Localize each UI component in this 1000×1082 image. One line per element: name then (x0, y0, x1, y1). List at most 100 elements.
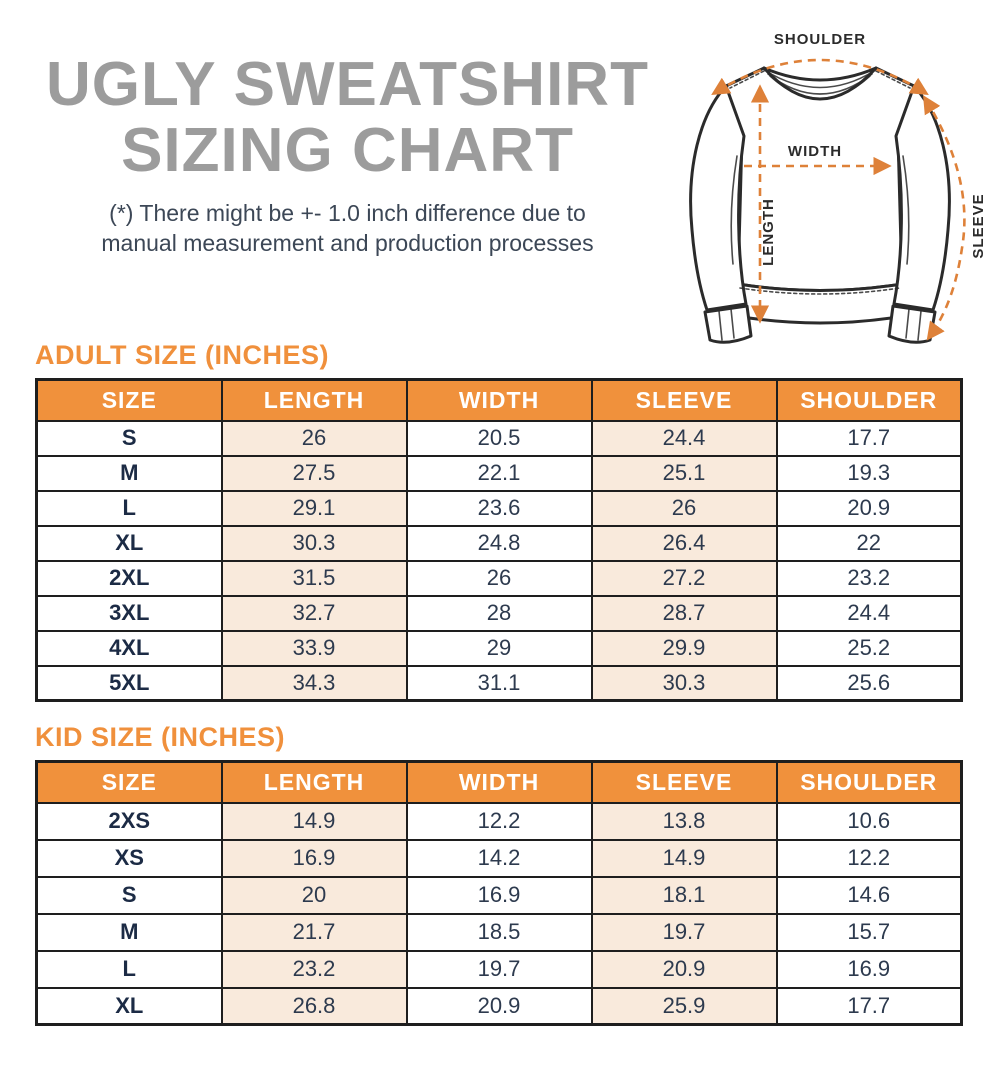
sleeve-cell: 26 (590, 489, 778, 527)
disclaimer: (*) There might be +- 1.0 inch differenc… (0, 198, 695, 259)
sweatshirt-outline (689, 66, 951, 344)
shoulder-cell: 25.2 (775, 629, 963, 667)
shoulder-cell: 15.7 (775, 912, 963, 952)
table-row: XL 26.8 20.9 25.9 17.7 (35, 986, 963, 1026)
measurement-arrows (711, 58, 966, 341)
length-cell: 14.9 (220, 801, 408, 841)
length-cell: 27.5 (220, 454, 408, 492)
kid-size-table: SIZE LENGTH WIDTH SLEEVE SHOULDER 2XS 14… (35, 760, 963, 1027)
width-cell: 23.6 (405, 489, 593, 527)
length-cell: 20 (220, 875, 408, 915)
column-header-size: SIZE (35, 760, 223, 804)
adult-section-heading: ADULT SIZE (INCHES) (35, 340, 329, 371)
length-cell: 30.3 (220, 524, 408, 562)
disclaimer-line-1: (*) There might be +- 1.0 inch differenc… (109, 199, 586, 226)
adult-size-table: SIZE LENGTH WIDTH SLEEVE SHOULDER S 26 2… (35, 378, 963, 703)
table-row: 2XS 14.9 12.2 13.8 10.6 (35, 801, 963, 841)
length-cell: 33.9 (220, 629, 408, 667)
column-header-width: WIDTH (405, 378, 593, 422)
disclaimer-line-2: manual measurement and production proces… (101, 230, 594, 257)
column-header-size: SIZE (35, 378, 223, 422)
size-cell: 4XL (35, 629, 223, 667)
column-header-length: LENGTH (220, 760, 408, 804)
column-header-length: LENGTH (220, 378, 408, 422)
size-cell: XS (35, 838, 223, 878)
table-row: 3XL 32.7 28 28.7 24.4 (35, 594, 963, 632)
width-cell: 31.1 (405, 664, 593, 702)
size-cell: M (35, 454, 223, 492)
size-cell: S (35, 875, 223, 915)
sleeve-cell: 25.9 (590, 986, 778, 1026)
column-header-sleeve: SLEEVE (590, 760, 778, 804)
shoulder-arrow (711, 58, 929, 95)
length-cell: 16.9 (220, 838, 408, 878)
length-measure-label: LENGTH (760, 198, 777, 266)
table-row: 2XL 31.5 26 27.2 23.2 (35, 559, 963, 597)
page-title-line-2: SIZING CHART (121, 116, 574, 186)
table-row: M 27.5 22.1 25.1 19.3 (35, 454, 963, 492)
width-cell: 29 (405, 629, 593, 667)
width-cell: 20.9 (405, 986, 593, 1026)
shoulder-cell: 17.7 (775, 986, 963, 1026)
table-row: 4XL 33.9 29 29.9 25.2 (35, 629, 963, 667)
size-cell: L (35, 949, 223, 989)
table-row: XS 16.9 14.2 14.9 12.2 (35, 838, 963, 878)
sleeve-cell: 18.1 (590, 875, 778, 915)
sleeve-cell: 26.4 (590, 524, 778, 562)
length-cell: 26 (220, 419, 408, 457)
sweatshirt-diagram: SHOULDER WIDTH LENGTH SLEEVE (689, 31, 987, 344)
sleeve-measure-label: SLEEVE (970, 193, 987, 258)
width-cell: 22.1 (405, 454, 593, 492)
sleeve-cell: 24.4 (590, 419, 778, 457)
size-cell: 3XL (35, 594, 223, 632)
size-cell: 2XL (35, 559, 223, 597)
size-cell: M (35, 912, 223, 952)
table-row: S 26 20.5 24.4 17.7 (35, 419, 963, 457)
size-cell: S (35, 419, 223, 457)
table-row: M 21.7 18.5 19.7 15.7 (35, 912, 963, 952)
table-row: L 23.2 19.7 20.9 16.9 (35, 949, 963, 989)
size-cell: XL (35, 524, 223, 562)
length-cell: 31.5 (220, 559, 408, 597)
shoulder-measure-label: SHOULDER (774, 31, 866, 48)
length-cell: 23.2 (220, 949, 408, 989)
width-cell: 18.5 (405, 912, 593, 952)
shoulder-cell: 19.3 (775, 454, 963, 492)
shoulder-cell: 25.6 (775, 664, 963, 702)
width-cell: 26 (405, 559, 593, 597)
size-cell: L (35, 489, 223, 527)
size-cell: 2XS (35, 801, 223, 841)
shoulder-cell: 10.6 (775, 801, 963, 841)
size-cell: 5XL (35, 664, 223, 702)
table-row: XL 30.3 24.8 26.4 22 (35, 524, 963, 562)
shoulder-cell: 16.9 (775, 949, 963, 989)
header-block: UGLY SWEATSHIRT SIZING CHART (*) There m… (0, 0, 695, 258)
width-cell: 14.2 (405, 838, 593, 878)
width-cell: 28 (405, 594, 593, 632)
sleeve-cell: 14.9 (590, 838, 778, 878)
length-cell: 34.3 (220, 664, 408, 702)
sleeve-cell: 13.8 (590, 801, 778, 841)
adult-header-row: SIZE LENGTH WIDTH SLEEVE SHOULDER (35, 378, 963, 422)
page-title: UGLY SWEATSHIRT SIZING CHART (0, 51, 695, 186)
sleeve-cell: 29.9 (590, 629, 778, 667)
column-header-width: WIDTH (405, 760, 593, 804)
sleeve-cell: 19.7 (590, 912, 778, 952)
column-header-shoulder: SHOULDER (775, 760, 963, 804)
width-cell: 24.8 (405, 524, 593, 562)
width-cell: 16.9 (405, 875, 593, 915)
width-cell: 20.5 (405, 419, 593, 457)
table-row: S 20 16.9 18.1 14.6 (35, 875, 963, 915)
length-cell: 29.1 (220, 489, 408, 527)
shoulder-cell: 23.2 (775, 559, 963, 597)
sleeve-cell: 25.1 (590, 454, 778, 492)
column-header-sleeve: SLEEVE (590, 378, 778, 422)
sleeve-cell: 28.7 (590, 594, 778, 632)
shoulder-cell: 24.4 (775, 594, 963, 632)
shoulder-cell: 12.2 (775, 838, 963, 878)
shoulder-cell: 17.7 (775, 419, 963, 457)
sleeve-cell: 20.9 (590, 949, 778, 989)
length-cell: 21.7 (220, 912, 408, 952)
column-header-shoulder: SHOULDER (775, 378, 963, 422)
sleeve-cell: 30.3 (590, 664, 778, 702)
